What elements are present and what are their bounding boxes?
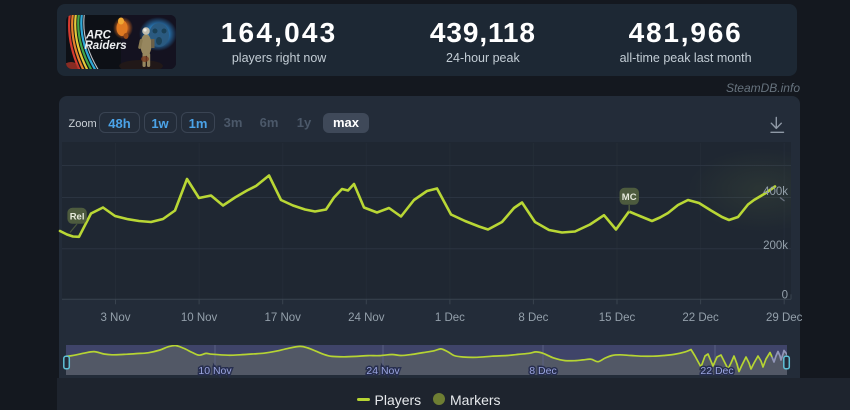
svg-text:Raiders: Raiders bbox=[85, 40, 127, 52]
svg-text:10 Nov: 10 Nov bbox=[181, 312, 218, 324]
svg-text:24 Nov: 24 Nov bbox=[348, 312, 385, 324]
svg-text:10 Nov: 10 Nov bbox=[198, 365, 232, 377]
svg-text:200k: 200k bbox=[763, 240, 788, 252]
svg-text:15 Dec: 15 Dec bbox=[599, 312, 636, 324]
svg-text:29 Dec: 29 Dec bbox=[766, 312, 803, 324]
svg-text:3 Nov: 3 Nov bbox=[100, 312, 130, 324]
svg-text:0: 0 bbox=[782, 290, 788, 302]
svg-text:8 Dec: 8 Dec bbox=[518, 312, 548, 324]
svg-text:Rel: Rel bbox=[70, 211, 85, 222]
svg-text:8 Dec: 8 Dec bbox=[529, 365, 556, 377]
svg-text:ARC: ARC bbox=[85, 30, 112, 42]
svg-text:1 Dec: 1 Dec bbox=[435, 312, 465, 324]
svg-text:24 Nov: 24 Nov bbox=[366, 365, 400, 377]
svg-text:22 Dec: 22 Dec bbox=[682, 312, 719, 324]
svg-text:17 Nov: 17 Nov bbox=[264, 312, 301, 324]
svg-text:22 Dec: 22 Dec bbox=[700, 365, 733, 377]
svg-text:MC: MC bbox=[622, 192, 637, 203]
svg-text:400k: 400k bbox=[763, 186, 788, 198]
